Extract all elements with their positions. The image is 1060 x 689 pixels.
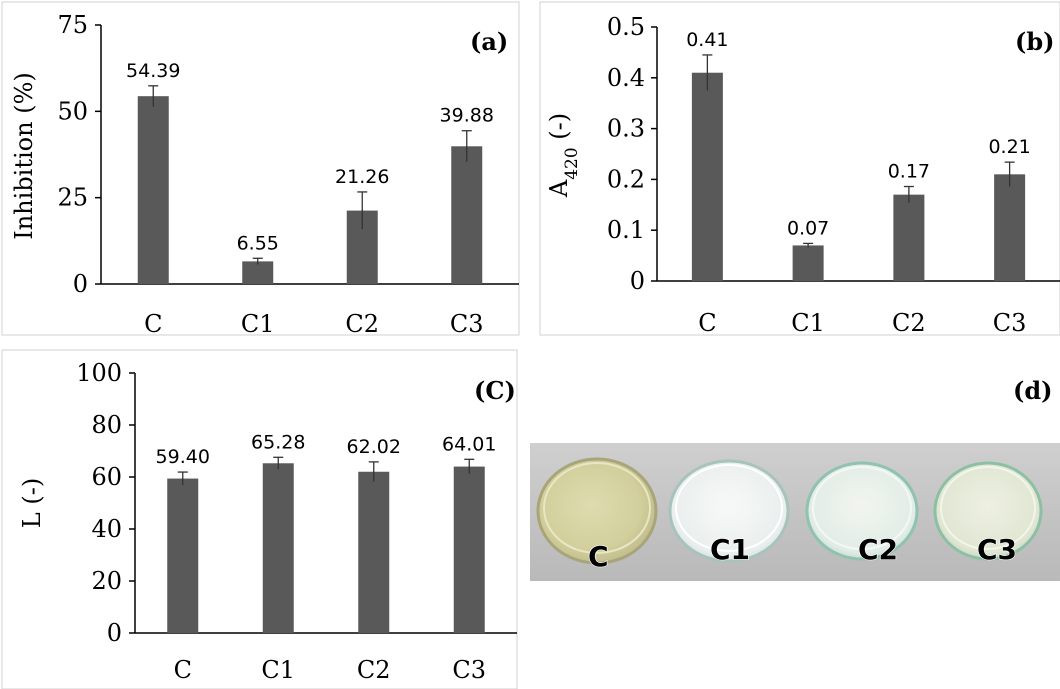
absorbance-y-axis-title: A420 (-) (545, 113, 582, 198)
absorbance-category-label: C2 (892, 309, 926, 337)
lightness-ytick-label: 100 (76, 359, 122, 387)
inhibition-panel-label: (a) (470, 27, 508, 56)
absorbance-bar-c2 (893, 194, 925, 281)
absorbance-category-label: C1 (791, 309, 825, 337)
lightness-bar-c3 (453, 466, 485, 633)
inhibition-chart: 0 25 50 75 54.39 C 6.55 C1 21.26 C2 39.88 C3 (a) Inhi… (1, 1, 520, 338)
inhibition-y-axis-title: Inhibition (%) (10, 72, 38, 240)
lightness-data-label: 59.40 (156, 446, 210, 468)
absorbance-ytick-label: 0 (630, 267, 645, 295)
photo-label-c: C (588, 540, 609, 573)
inhibition-data-label: 6.55 (237, 232, 279, 254)
lightness-panel-label: (C) (474, 376, 516, 405)
lightness-data-label: 62.02 (347, 436, 401, 458)
absorbance-chart: 0 0.1 0.2 0.3 0.4 0.5 0.41 C 0.07 C1 0.17 C2 0.21 C3 (… (539, 1, 1060, 337)
petri-dish-c-rim (543, 462, 651, 554)
absorbance-ytick-label: 0.2 (607, 165, 645, 193)
absorbance-ytick-label: 0.3 (607, 115, 645, 143)
lightness-category-label: C1 (261, 656, 295, 684)
absorbance-frame (539, 1, 1060, 336)
petri-dish-c (536, 457, 658, 565)
absorbance-data-label: 0.07 (787, 217, 829, 239)
absorbance-category-label: C (698, 309, 716, 337)
lightness-ytick-label: 0 (107, 619, 122, 647)
lightness-category-label: C3 (452, 656, 486, 684)
lightness-ytick-label: 80 (91, 411, 122, 439)
absorbance-data-label: 0.21 (988, 136, 1030, 158)
inhibition-category-label: C2 (345, 310, 379, 338)
petri-dish-c2 (805, 461, 919, 561)
panel-label-d: (d) (1013, 376, 1053, 405)
absorbance-bar-c (691, 72, 723, 281)
inhibition-data-label: 39.88 (440, 105, 494, 127)
absorbance-ytick-label: 0.1 (607, 216, 645, 244)
lightness-chart: 0 20 40 60 80 100 59.40 C 65.28 C1 62.02 C2 64.01 C3 (… (1, 349, 518, 689)
lightness-y-axis-title: L (-) (18, 478, 46, 528)
photo-label-c1: C1 (710, 533, 750, 566)
inhibition-category-label: C3 (450, 310, 484, 338)
lightness-bar-c2 (358, 471, 390, 633)
petri-dish-c2-rim (812, 466, 912, 550)
inhibition-category-label: C1 (241, 310, 275, 338)
inhibition-frame (1, 1, 520, 336)
photo-label-c2: C2 (858, 533, 898, 566)
photo-label-c3: C3 (977, 533, 1017, 566)
inhibition-ytick-label: 0 (73, 270, 88, 298)
petri-dish-c3-rim (940, 466, 1036, 550)
absorbance-bar-c1 (792, 245, 824, 281)
inhibition-data-label: 54.39 (126, 60, 180, 82)
lightness-ytick-label: 20 (91, 567, 122, 595)
absorbance-bar-c3 (994, 174, 1026, 281)
inhibition-ytick-label: 50 (57, 97, 88, 125)
absorbance-category-label: C3 (993, 309, 1027, 337)
lightness-category-label: C2 (357, 656, 391, 684)
petri-dish-c3 (933, 461, 1043, 561)
petri-dish-c1-rim (675, 464, 783, 552)
inhibition-ytick-label: 25 (57, 184, 88, 212)
inhibition-bar-c1 (242, 261, 274, 284)
inhibition-category-label: C (144, 310, 162, 338)
absorbance-panel-label: (b) (1015, 27, 1055, 56)
petri-dish-photo: C C1 C2 C3 (530, 443, 1060, 581)
lightness-ytick-label: 40 (91, 515, 122, 543)
lightness-data-label: 64.01 (442, 433, 496, 455)
inhibition-ytick-label: 75 (57, 11, 88, 39)
absorbance-data-label: 0.41 (686, 29, 728, 51)
absorbance-ytick-label: 0.4 (607, 64, 645, 92)
absorbance-data-label: 0.17 (888, 161, 930, 183)
inhibition-bar-c3 (451, 146, 483, 284)
lightness-bar-c (167, 478, 199, 633)
lightness-bar-c1 (262, 463, 294, 633)
inhibition-data-label: 21.26 (335, 166, 389, 188)
inhibition-bar-c (137, 96, 169, 284)
lightness-ytick-label: 60 (91, 463, 122, 491)
absorbance-ytick-label: 0.5 (607, 13, 645, 41)
lightness-frame (1, 349, 518, 689)
lightness-data-label: 65.28 (251, 431, 305, 453)
lightness-category-label: C (174, 656, 192, 684)
petri-dish-c1 (668, 459, 790, 563)
